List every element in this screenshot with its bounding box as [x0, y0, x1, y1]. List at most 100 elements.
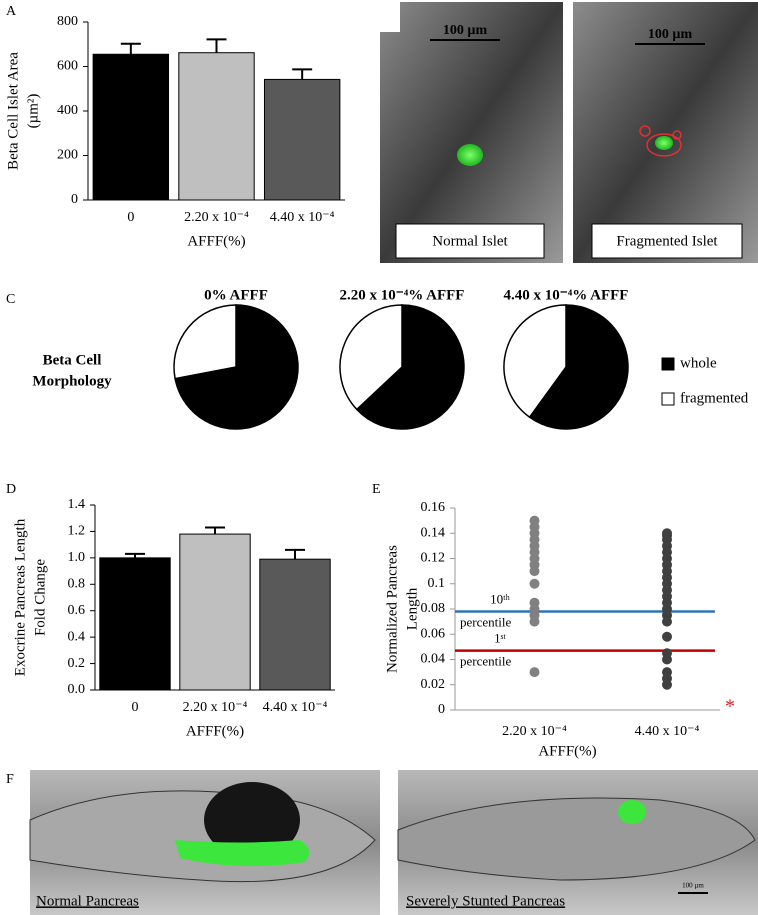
pie-slice [503, 304, 567, 419]
pie-title: 4.40 x 10⁻⁴% AFFF [504, 287, 629, 303]
y-tick-label: 0.14 [421, 525, 446, 540]
x-tick-label: 4.40 x 10⁻⁴ [263, 700, 328, 715]
islet-image [573, 2, 758, 263]
caption: Fragmented Islet [616, 233, 718, 249]
islet [655, 136, 673, 150]
caption: Severely Stunted Pancreas [406, 893, 565, 909]
y-tick-label: 0.12 [421, 551, 446, 566]
x-tick-label: 2.20 x 10⁻⁴ [183, 700, 248, 715]
islet-image [380, 2, 563, 263]
pie-slice [339, 304, 403, 411]
outline [672, 130, 682, 140]
panel-label: C [6, 292, 15, 307]
y-tick-label: 0.0 [68, 682, 86, 697]
bar [92, 53, 170, 201]
pie-slice [173, 304, 237, 380]
legend-label: whole [680, 355, 717, 371]
bar [99, 557, 171, 691]
y-axis-label: Fold Change [32, 559, 48, 636]
y-tick-label: 800 [57, 14, 78, 29]
y-axis-label: Exocrine Pancreas Length [12, 518, 28, 676]
reference-label: 1ˢᵗ [494, 631, 506, 646]
y-tick-label: 0.4 [68, 629, 86, 644]
y-axis-label: Length [404, 587, 420, 630]
reference-label: percentile [460, 654, 511, 669]
caption: Normal Islet [432, 233, 508, 249]
label-box [380, 2, 400, 32]
point [529, 667, 540, 678]
pancreas [175, 840, 309, 867]
point [529, 578, 540, 589]
legend-swatch [661, 357, 675, 371]
annotation: * [725, 696, 735, 718]
x-axis-label: AFFF(%) [187, 233, 245, 249]
row-label: Morphology [32, 373, 112, 389]
x-axis-label: AFFF(%) [538, 743, 596, 759]
x-tick-label: 0 [127, 210, 134, 225]
y-axis-label: Normalized Pancreas [384, 545, 400, 673]
point [529, 566, 540, 577]
caption-box [395, 223, 545, 259]
y-tick-label: 0.1 [428, 576, 446, 591]
y-tick-label: 0.2 [68, 656, 86, 671]
panel-label: D [6, 482, 16, 497]
caption-box [591, 223, 743, 259]
bar [259, 558, 331, 691]
panel-label: A [6, 4, 17, 19]
y-tick-label: 1.4 [68, 497, 86, 512]
scale-label: 100 µm [682, 882, 704, 890]
pie-title: 2.20 x 10⁻⁴% AFFF [340, 287, 465, 303]
reference-label: 10ᵗʰ [490, 592, 510, 607]
bar [178, 52, 255, 201]
reference-label: percentile [460, 615, 511, 630]
x-tick-label: 4.40 x 10⁻⁴ [635, 724, 700, 739]
y-tick-label: 1.2 [68, 524, 86, 539]
y-axis-label: Beta Cell Islet Area [5, 52, 21, 170]
pie-slice [355, 304, 465, 430]
y-tick-label: 200 [57, 148, 78, 163]
point [662, 631, 672, 642]
bar [263, 78, 341, 201]
point [662, 654, 672, 665]
islet-images: 100 µm 100 µm Normal Islet Fragmented Is… [380, 2, 758, 263]
y-axis-label: (µm²) [25, 94, 41, 129]
legend-label: fragmented [680, 390, 749, 406]
y-tick-label: 0.8 [68, 577, 86, 592]
panel-label: E [372, 482, 381, 497]
x-tick-label: 0 [132, 700, 139, 715]
y-tick-label: 0.06 [421, 626, 446, 641]
pie-title: 0% AFFF [204, 287, 268, 303]
legend-swatch [661, 392, 675, 406]
y-tick-label: 0.02 [421, 677, 446, 692]
y-tick-label: 600 [57, 59, 78, 74]
y-tick-label: 0.6 [68, 603, 86, 618]
scale-label: 100 µm [443, 23, 488, 38]
bar [179, 533, 251, 691]
pie-slice [528, 304, 629, 430]
y-tick-label: 400 [57, 103, 78, 118]
scale-label: 100 µm [648, 27, 693, 42]
larva [397, 797, 756, 881]
pancreas-images: Normal Pancreas 100 µm Severely Stunted … [29, 770, 758, 915]
x-tick-label: 4.40 x 10⁻⁴ [270, 210, 335, 225]
eye [204, 782, 300, 858]
y-tick-label: 0.08 [421, 601, 446, 616]
point [662, 679, 672, 690]
y-tick-label: 0 [71, 192, 78, 207]
caption: Normal Pancreas [36, 893, 139, 909]
x-tick-label: 2.20 x 10⁻⁴ [184, 210, 249, 225]
row-label: Beta Cell [43, 352, 102, 368]
point [662, 616, 672, 627]
y-tick-label: 0 [438, 702, 445, 717]
y-tick-label: 0.16 [421, 500, 446, 515]
x-tick-label: 2.20 x 10⁻⁴ [502, 724, 567, 739]
outline [646, 133, 682, 157]
pancreas [618, 800, 646, 824]
point [529, 616, 540, 627]
y-tick-label: 1.0 [68, 550, 86, 565]
outline [639, 125, 651, 137]
panel-label: F [6, 772, 14, 787]
y-tick-label: 0.04 [421, 652, 446, 667]
